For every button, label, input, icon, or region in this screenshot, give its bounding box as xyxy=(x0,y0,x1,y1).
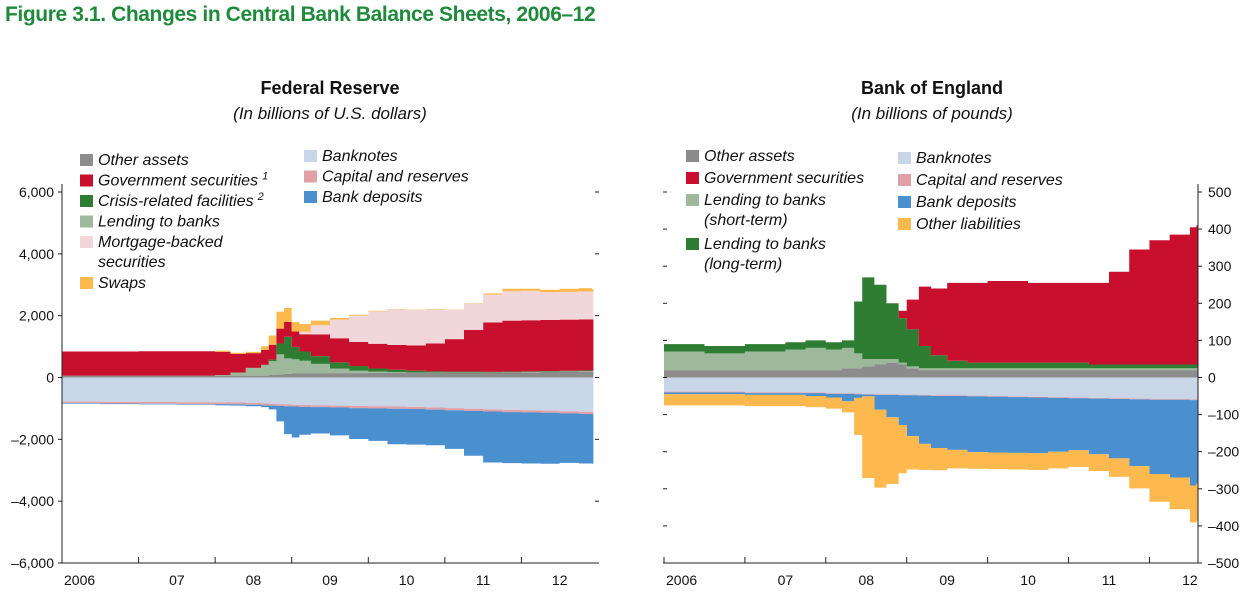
x-tick-label: 11 xyxy=(1102,572,1117,588)
chart-title-fed: Federal Reserve xyxy=(260,78,400,98)
legend-label-mortgage-backed-securities: securities xyxy=(98,254,166,271)
y-tick-label: 400 xyxy=(1208,221,1232,237)
legend-swatch-banknotes xyxy=(304,150,317,162)
x-tick-label: 08 xyxy=(246,572,262,588)
legend-swatch-bank-deposits xyxy=(898,196,911,208)
legend-label-bank-deposits: Bank deposits xyxy=(916,194,1017,211)
x-tick-label: 07 xyxy=(169,572,185,588)
series-area-swaps xyxy=(62,288,594,355)
legend-label-government-securities: Government securities xyxy=(704,170,864,187)
legend-swatch-lending-to-banks-short-term xyxy=(686,194,699,206)
legend-label-bank-deposits: Bank deposits xyxy=(322,189,423,206)
legend-label-banknotes: Banknotes xyxy=(916,150,992,167)
y-tick-label: 6,000 xyxy=(19,184,54,200)
x-tick-label: 07 xyxy=(778,572,794,588)
legend-swatch-swaps xyxy=(80,277,93,289)
x-tick-label: 11 xyxy=(476,572,491,588)
legend-label-lending-to-banks-long-term: (long-term) xyxy=(704,256,782,273)
legend-swatch-bank-deposits xyxy=(304,191,317,203)
x-tick-label: 2006 xyxy=(64,572,95,588)
legend-label-banknotes: Banknotes xyxy=(322,148,398,165)
x-tick-label: 12 xyxy=(1182,572,1198,588)
legend-label-other-assets: Other assets xyxy=(704,148,795,165)
legend-swatch-capital-and-reserves xyxy=(304,170,317,183)
legend-label-lending-to-banks-long-term: Lending to banks xyxy=(704,236,826,253)
legend-swatch-lending-to-banks-long-term xyxy=(686,238,699,250)
series-area-other-assets xyxy=(62,371,594,378)
chart-title-boe: Bank of England xyxy=(860,78,1003,98)
legend-swatch-other-liabilities xyxy=(898,218,911,230)
y-tick-label: –200 xyxy=(1208,444,1239,460)
x-tick-label: 2006 xyxy=(666,572,697,588)
series-area-lending-to-banks-long-term xyxy=(664,277,1198,369)
x-tick-label: 10 xyxy=(1020,572,1036,588)
legend-swatch-mortgage-backed-securities xyxy=(80,236,93,248)
legend-swatch-government-securities xyxy=(80,174,93,187)
series-area-other-assets xyxy=(664,362,1198,378)
series-area-government-securities xyxy=(62,319,594,376)
series-area-lending-to-banks-short-term xyxy=(664,347,1198,371)
y-tick-label: 100 xyxy=(1208,332,1232,348)
x-tick-label: 08 xyxy=(858,572,874,588)
legend-label-capital-and-reserves: Capital and reserves xyxy=(916,172,1063,189)
legend-label-mortgage-backed-securities: Mortgage-backed xyxy=(98,234,224,251)
x-tick-label: 10 xyxy=(399,572,415,588)
chart-subtitle-fed: (In billions of U.S. dollars) xyxy=(233,104,427,123)
y-tick-label: –100 xyxy=(1208,407,1239,423)
legend-footnote-marker: 1 xyxy=(262,171,268,183)
y-tick-label: 0 xyxy=(46,370,54,386)
legend-swatch-crisis-related-facilities xyxy=(80,195,93,207)
series-area-crisis-related-facilities xyxy=(62,336,594,376)
chart-subtitle-boe: (In billions of pounds) xyxy=(851,104,1013,123)
x-tick-label: 12 xyxy=(552,572,568,588)
legend-swatch-lending-to-banks xyxy=(80,215,93,228)
y-tick-label: –4,000 xyxy=(11,493,54,509)
y-tick-label: 300 xyxy=(1208,258,1232,274)
legend-swatch-capital-and-reserves xyxy=(898,174,911,186)
y-tick-label: –500 xyxy=(1208,555,1239,571)
series-area-banknotes xyxy=(62,377,594,413)
series-area-capital-and-reserves xyxy=(62,401,594,415)
y-tick-label: 200 xyxy=(1208,295,1232,311)
legend-label-capital-and-reserves: Capital and reserves xyxy=(322,169,469,186)
series-area-banknotes xyxy=(664,377,1198,400)
y-tick-label: 0 xyxy=(1208,370,1216,386)
legend-label-swaps: Swaps xyxy=(98,275,146,292)
legend-label-crisis-related-facilities: Crisis-related facilities 2 xyxy=(98,191,264,210)
y-tick-label: 2,000 xyxy=(19,308,54,324)
series-area-bank-deposits xyxy=(664,392,1198,486)
legend-footnote-marker: 2 xyxy=(257,191,264,203)
series-area-government-securities xyxy=(664,225,1198,365)
series-area-lending-to-banks xyxy=(62,354,594,376)
series-area-mortgage-backed-securities xyxy=(62,290,594,355)
series-area-bank-deposits xyxy=(62,403,594,464)
legend-swatch-banknotes xyxy=(898,152,911,164)
legend-label-other-assets: Other assets xyxy=(98,152,189,169)
legend-label-lending-to-banks-short-term: Lending to banks xyxy=(704,192,826,209)
legend-swatch-other-assets xyxy=(686,150,699,162)
y-tick-label: –2,000 xyxy=(11,431,54,447)
legend-swatch-government-securities xyxy=(686,172,699,184)
series-area-other-liabilities xyxy=(664,394,1198,523)
x-tick-label: 09 xyxy=(939,572,955,588)
legend-swatch-other-assets xyxy=(80,154,93,166)
y-tick-label: 500 xyxy=(1208,184,1232,200)
y-tick-label: –300 xyxy=(1208,481,1239,497)
y-tick-label: –6,000 xyxy=(11,555,54,571)
legend-label-lending-to-banks: Lending to banks xyxy=(98,214,220,231)
figure-title: Figure 3.1. Changes in Central Bank Bala… xyxy=(5,3,596,26)
legend-label-lending-to-banks-short-term: (short-term) xyxy=(704,212,788,229)
x-tick-label: 09 xyxy=(322,572,338,588)
legend-label-other-liabilities: Other liabilities xyxy=(916,216,1021,233)
legend-label-government-securities: Government securities 1 xyxy=(98,171,268,190)
y-tick-label: –400 xyxy=(1208,518,1239,534)
y-tick-label: 4,000 xyxy=(19,246,54,262)
